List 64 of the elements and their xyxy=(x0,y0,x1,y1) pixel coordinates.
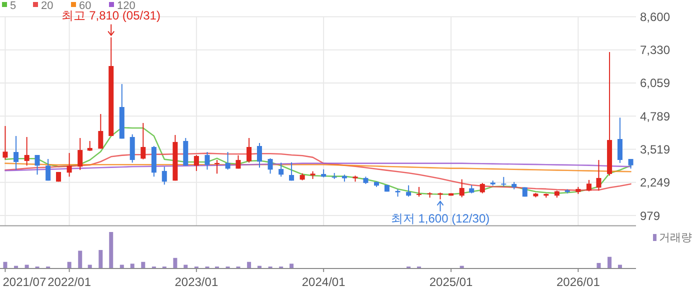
legend-label: 거래량 xyxy=(659,232,692,244)
candlestick xyxy=(2,126,8,160)
bar xyxy=(109,232,114,268)
x-tick-label: 2023/01 xyxy=(174,275,218,289)
candlestick xyxy=(14,135,19,170)
candlestick xyxy=(416,186,422,198)
candlestick xyxy=(214,159,220,174)
bar xyxy=(98,250,103,268)
x-tick-label: 2021/07 xyxy=(2,275,46,289)
y-tick-label: 7,330 xyxy=(640,43,670,58)
y-tick-label: 979 xyxy=(640,208,660,223)
bar xyxy=(184,264,188,268)
x-tick-label: 2025/01 xyxy=(429,275,474,289)
candlestick xyxy=(162,166,167,186)
bar xyxy=(130,264,134,268)
candlestick xyxy=(289,162,294,182)
bar xyxy=(24,264,29,268)
candlestick xyxy=(501,176,506,188)
bar xyxy=(173,258,178,268)
x-tick-label: 2024/01 xyxy=(302,275,346,289)
candlestick xyxy=(586,179,592,192)
y-tick-label: 4,789 xyxy=(640,109,670,124)
legend-label: 5 xyxy=(10,0,16,12)
candlestick xyxy=(406,184,412,198)
candlestick xyxy=(225,151,230,170)
candlestick xyxy=(236,154,241,170)
candlestick xyxy=(34,154,40,176)
candlestick xyxy=(98,114,104,150)
bar xyxy=(290,264,294,268)
bar xyxy=(88,264,92,268)
bar xyxy=(67,262,72,268)
bar xyxy=(596,262,601,268)
bar xyxy=(120,264,124,268)
bar xyxy=(608,256,612,268)
bar xyxy=(618,264,622,268)
annotation: 최저 1,600 (12/30) xyxy=(390,211,490,226)
bar xyxy=(78,250,82,268)
candlestick xyxy=(46,158,51,182)
bar xyxy=(3,262,8,268)
candlestick xyxy=(24,136,30,166)
legend-label: 20 xyxy=(41,0,54,12)
y-tick-label: 6,059 xyxy=(640,76,670,90)
candlestick xyxy=(268,158,273,174)
candlestick xyxy=(140,122,146,160)
x-tick-label: 2022/01 xyxy=(48,275,92,289)
candlestick xyxy=(87,140,92,152)
candlestick xyxy=(130,134,135,164)
y-tick-label: 3,519 xyxy=(640,142,670,156)
candlestick xyxy=(256,142,262,168)
candlestick xyxy=(596,159,602,192)
candlestick xyxy=(66,152,72,178)
y-tick-label: 2,249 xyxy=(640,176,670,190)
candlestick xyxy=(194,154,199,172)
candlestick xyxy=(480,182,485,194)
candlestick xyxy=(617,117,622,164)
candlestick xyxy=(78,138,83,170)
x-tick-label: 2026/01 xyxy=(556,275,600,289)
candlestick xyxy=(459,178,464,198)
bar xyxy=(247,262,252,268)
bar xyxy=(141,262,146,268)
y-tick-label: 8,600 xyxy=(640,10,670,24)
candlestick xyxy=(204,151,210,170)
candlestick xyxy=(246,138,252,164)
candlestick xyxy=(278,162,284,178)
